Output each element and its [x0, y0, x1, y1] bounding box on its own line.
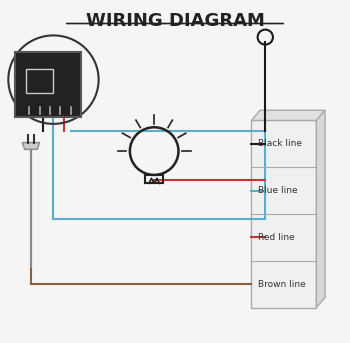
Bar [251, 120, 316, 308]
Polygon shape [22, 143, 40, 150]
Text: Brown line: Brown line [258, 280, 306, 289]
Polygon shape [316, 110, 325, 308]
Text: Black line: Black line [258, 139, 302, 149]
Text: WIRING DIAGRAM: WIRING DIAGRAM [85, 12, 265, 29]
Polygon shape [251, 110, 325, 120]
FancyBboxPatch shape [15, 52, 81, 117]
Text: Red line: Red line [258, 233, 295, 242]
Text: Blue line: Blue line [258, 186, 298, 195]
